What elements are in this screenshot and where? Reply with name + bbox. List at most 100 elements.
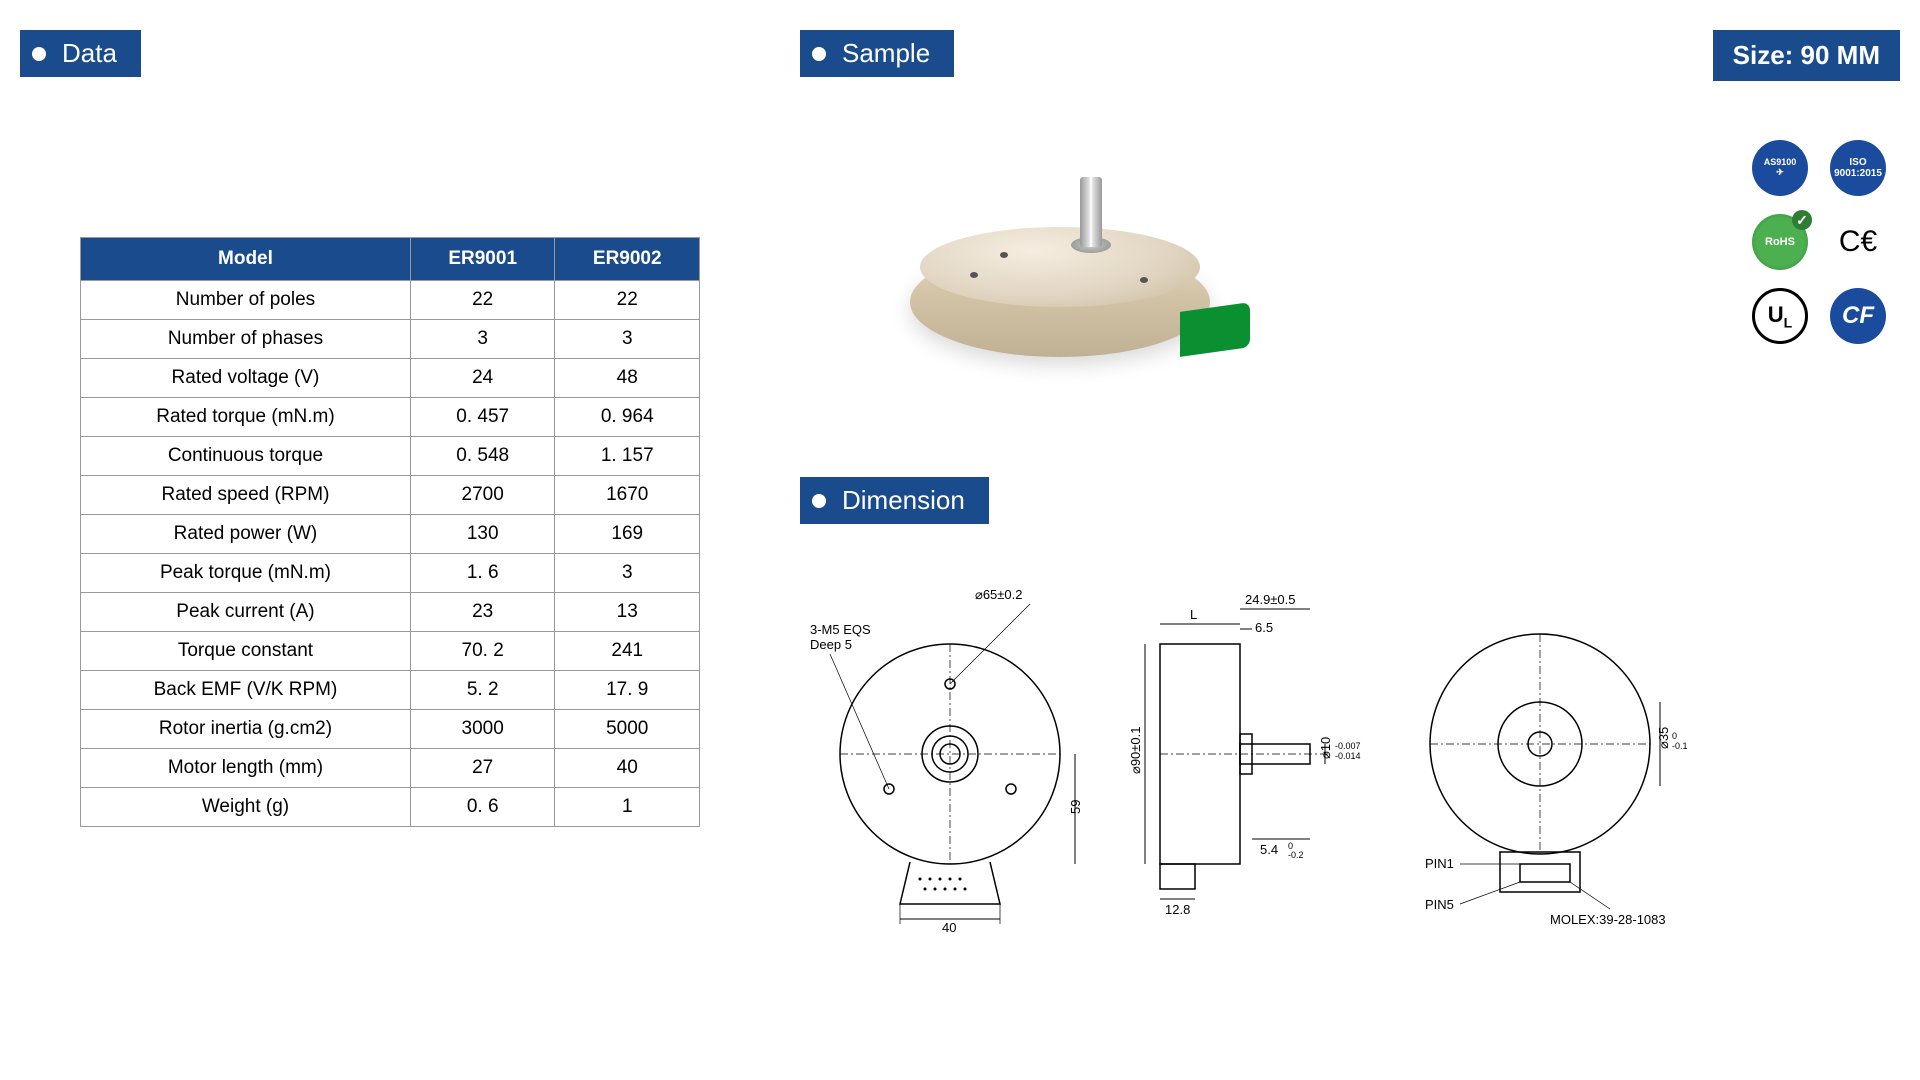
table-row: Rated torque (mN.m)0. 4570. 964 xyxy=(81,398,700,437)
svg-text:5.4: 5.4 xyxy=(1260,842,1278,857)
col-er9002: ER9002 xyxy=(555,238,700,281)
table-cell: 17. 9 xyxy=(555,671,700,710)
table-cell: 3 xyxy=(410,320,555,359)
size-badge: Size: 90 MM xyxy=(1713,30,1900,81)
table-cell: Peak current (A) xyxy=(81,593,411,632)
back-view-drawing: ⌀35 0 -0.1 PIN1 PIN5 MOLEX:39-28-1083 xyxy=(1400,574,1700,934)
table-row: Rotor inertia (g.cm2)30005000 xyxy=(81,710,700,749)
table-row: Number of phases33 xyxy=(81,320,700,359)
svg-text:Deep 5: Deep 5 xyxy=(810,637,852,652)
svg-text:40: 40 xyxy=(942,920,956,934)
spec-table: Model ER9001 ER9002 Number of poles2222N… xyxy=(80,237,700,827)
table-row: Peak torque (mN.m)1. 63 xyxy=(81,554,700,593)
svg-text:-0.2: -0.2 xyxy=(1288,850,1304,860)
svg-text:59: 59 xyxy=(1068,800,1083,814)
data-title: Data xyxy=(62,38,117,69)
svg-text:0: 0 xyxy=(1672,731,1677,741)
svg-text:-0.1: -0.1 xyxy=(1672,741,1688,751)
table-cell: Number of poles xyxy=(81,281,411,320)
table-row: Rated voltage (V)2448 xyxy=(81,359,700,398)
table-cell: 27 xyxy=(410,749,555,788)
table-cell: 169 xyxy=(555,515,700,554)
as9100-badge: AS9100✈ xyxy=(1752,140,1808,196)
table-cell: 24 xyxy=(410,359,555,398)
bullet-icon xyxy=(812,47,826,61)
bullet-icon xyxy=(812,494,826,508)
dimension-header: Dimension xyxy=(800,477,989,524)
ul-badge: UL xyxy=(1752,288,1808,344)
svg-text:PIN5: PIN5 xyxy=(1425,897,1454,912)
table-cell: 5. 2 xyxy=(410,671,555,710)
data-header: Data xyxy=(20,30,141,77)
table-row: Rated power (W)130169 xyxy=(81,515,700,554)
table-cell: 48 xyxy=(555,359,700,398)
table-row: Back EMF (V/K RPM)5. 217. 9 xyxy=(81,671,700,710)
col-model: Model xyxy=(81,238,411,281)
svg-text:-0.014: -0.014 xyxy=(1335,751,1361,761)
table-cell: 3 xyxy=(555,320,700,359)
table-cell: Weight (g) xyxy=(81,788,411,827)
table-cell: 1. 6 xyxy=(410,554,555,593)
svg-text:⌀10: ⌀10 xyxy=(1318,737,1333,759)
table-cell: Rated voltage (V) xyxy=(81,359,411,398)
table-row: Number of poles2222 xyxy=(81,281,700,320)
table-cell: Number of phases xyxy=(81,320,411,359)
svg-text:-0.007: -0.007 xyxy=(1335,741,1361,751)
svg-text:6.5: 6.5 xyxy=(1255,620,1273,635)
table-cell: 1 xyxy=(555,788,700,827)
table-cell: 241 xyxy=(555,632,700,671)
table-row: Motor length (mm)2740 xyxy=(81,749,700,788)
col-er9001: ER9001 xyxy=(410,238,555,281)
svg-text:⌀35: ⌀35 xyxy=(1656,727,1671,749)
bullet-icon xyxy=(32,47,46,61)
table-row: Torque constant70. 2241 xyxy=(81,632,700,671)
table-cell: Rated torque (mN.m) xyxy=(81,398,411,437)
dimension-drawings: ⌀65±0.2 3-M5 EQS Deep 5 40 5 xyxy=(800,574,1900,934)
sample-title: Sample xyxy=(842,38,930,69)
table-row: Continuous torque0. 5481. 157 xyxy=(81,437,700,476)
table-cell: 40 xyxy=(555,749,700,788)
svg-text:L: L xyxy=(1190,607,1197,622)
table-cell: Peak torque (mN.m) xyxy=(81,554,411,593)
table-cell: Torque constant xyxy=(81,632,411,671)
table-cell: Back EMF (V/K RPM) xyxy=(81,671,411,710)
table-cell: 22 xyxy=(555,281,700,320)
table-cell: 5000 xyxy=(555,710,700,749)
table-cell: 1670 xyxy=(555,476,700,515)
svg-text:⌀65±0.2: ⌀65±0.2 xyxy=(975,587,1023,602)
table-cell: Motor length (mm) xyxy=(81,749,411,788)
table-cell: Rotor inertia (g.cm2) xyxy=(81,710,411,749)
svg-text:24.9±0.5: 24.9±0.5 xyxy=(1245,592,1296,607)
sample-header: Sample xyxy=(800,30,954,77)
motor-photo xyxy=(880,177,1260,417)
table-cell: 2700 xyxy=(410,476,555,515)
table-cell: 0. 457 xyxy=(410,398,555,437)
table-cell: 1. 157 xyxy=(555,437,700,476)
certification-badges: AS9100✈ ISO9001:2015 RoHS C€ UL CF xyxy=(1752,140,1890,344)
table-cell: 0. 6 xyxy=(410,788,555,827)
svg-text:12.8: 12.8 xyxy=(1165,902,1190,917)
table-cell: 0. 964 xyxy=(555,398,700,437)
table-cell: 22 xyxy=(410,281,555,320)
table-cell: 130 xyxy=(410,515,555,554)
table-row: Rated speed (RPM)27001670 xyxy=(81,476,700,515)
table-cell: 3 xyxy=(555,554,700,593)
dimension-title: Dimension xyxy=(842,485,965,516)
table-row: Weight (g)0. 61 xyxy=(81,788,700,827)
rohs-badge: RoHS xyxy=(1752,214,1808,270)
svg-text:3-M5 EQS: 3-M5 EQS xyxy=(810,622,871,637)
ce-badge: C€ xyxy=(1830,214,1886,270)
table-cell: 70. 2 xyxy=(410,632,555,671)
svg-text:PIN1: PIN1 xyxy=(1425,856,1454,871)
iso-badge: ISO9001:2015 xyxy=(1830,140,1886,196)
table-cell: 3000 xyxy=(410,710,555,749)
table-row: Peak current (A)2313 xyxy=(81,593,700,632)
table-cell: 0. 548 xyxy=(410,437,555,476)
svg-text:MOLEX:39-28-1083: MOLEX:39-28-1083 xyxy=(1550,912,1666,927)
svg-text:⌀90±0.1: ⌀90±0.1 xyxy=(1130,727,1143,775)
front-view-drawing: ⌀65±0.2 3-M5 EQS Deep 5 40 5 xyxy=(800,574,1100,934)
table-cell: Rated power (W) xyxy=(81,515,411,554)
table-cell: 13 xyxy=(555,593,700,632)
side-view-drawing: L 24.9±0.5 6.5 ⌀90±0.1 ⌀10 -0.007 -0.014… xyxy=(1130,574,1370,934)
cf-badge: CF xyxy=(1830,288,1886,344)
